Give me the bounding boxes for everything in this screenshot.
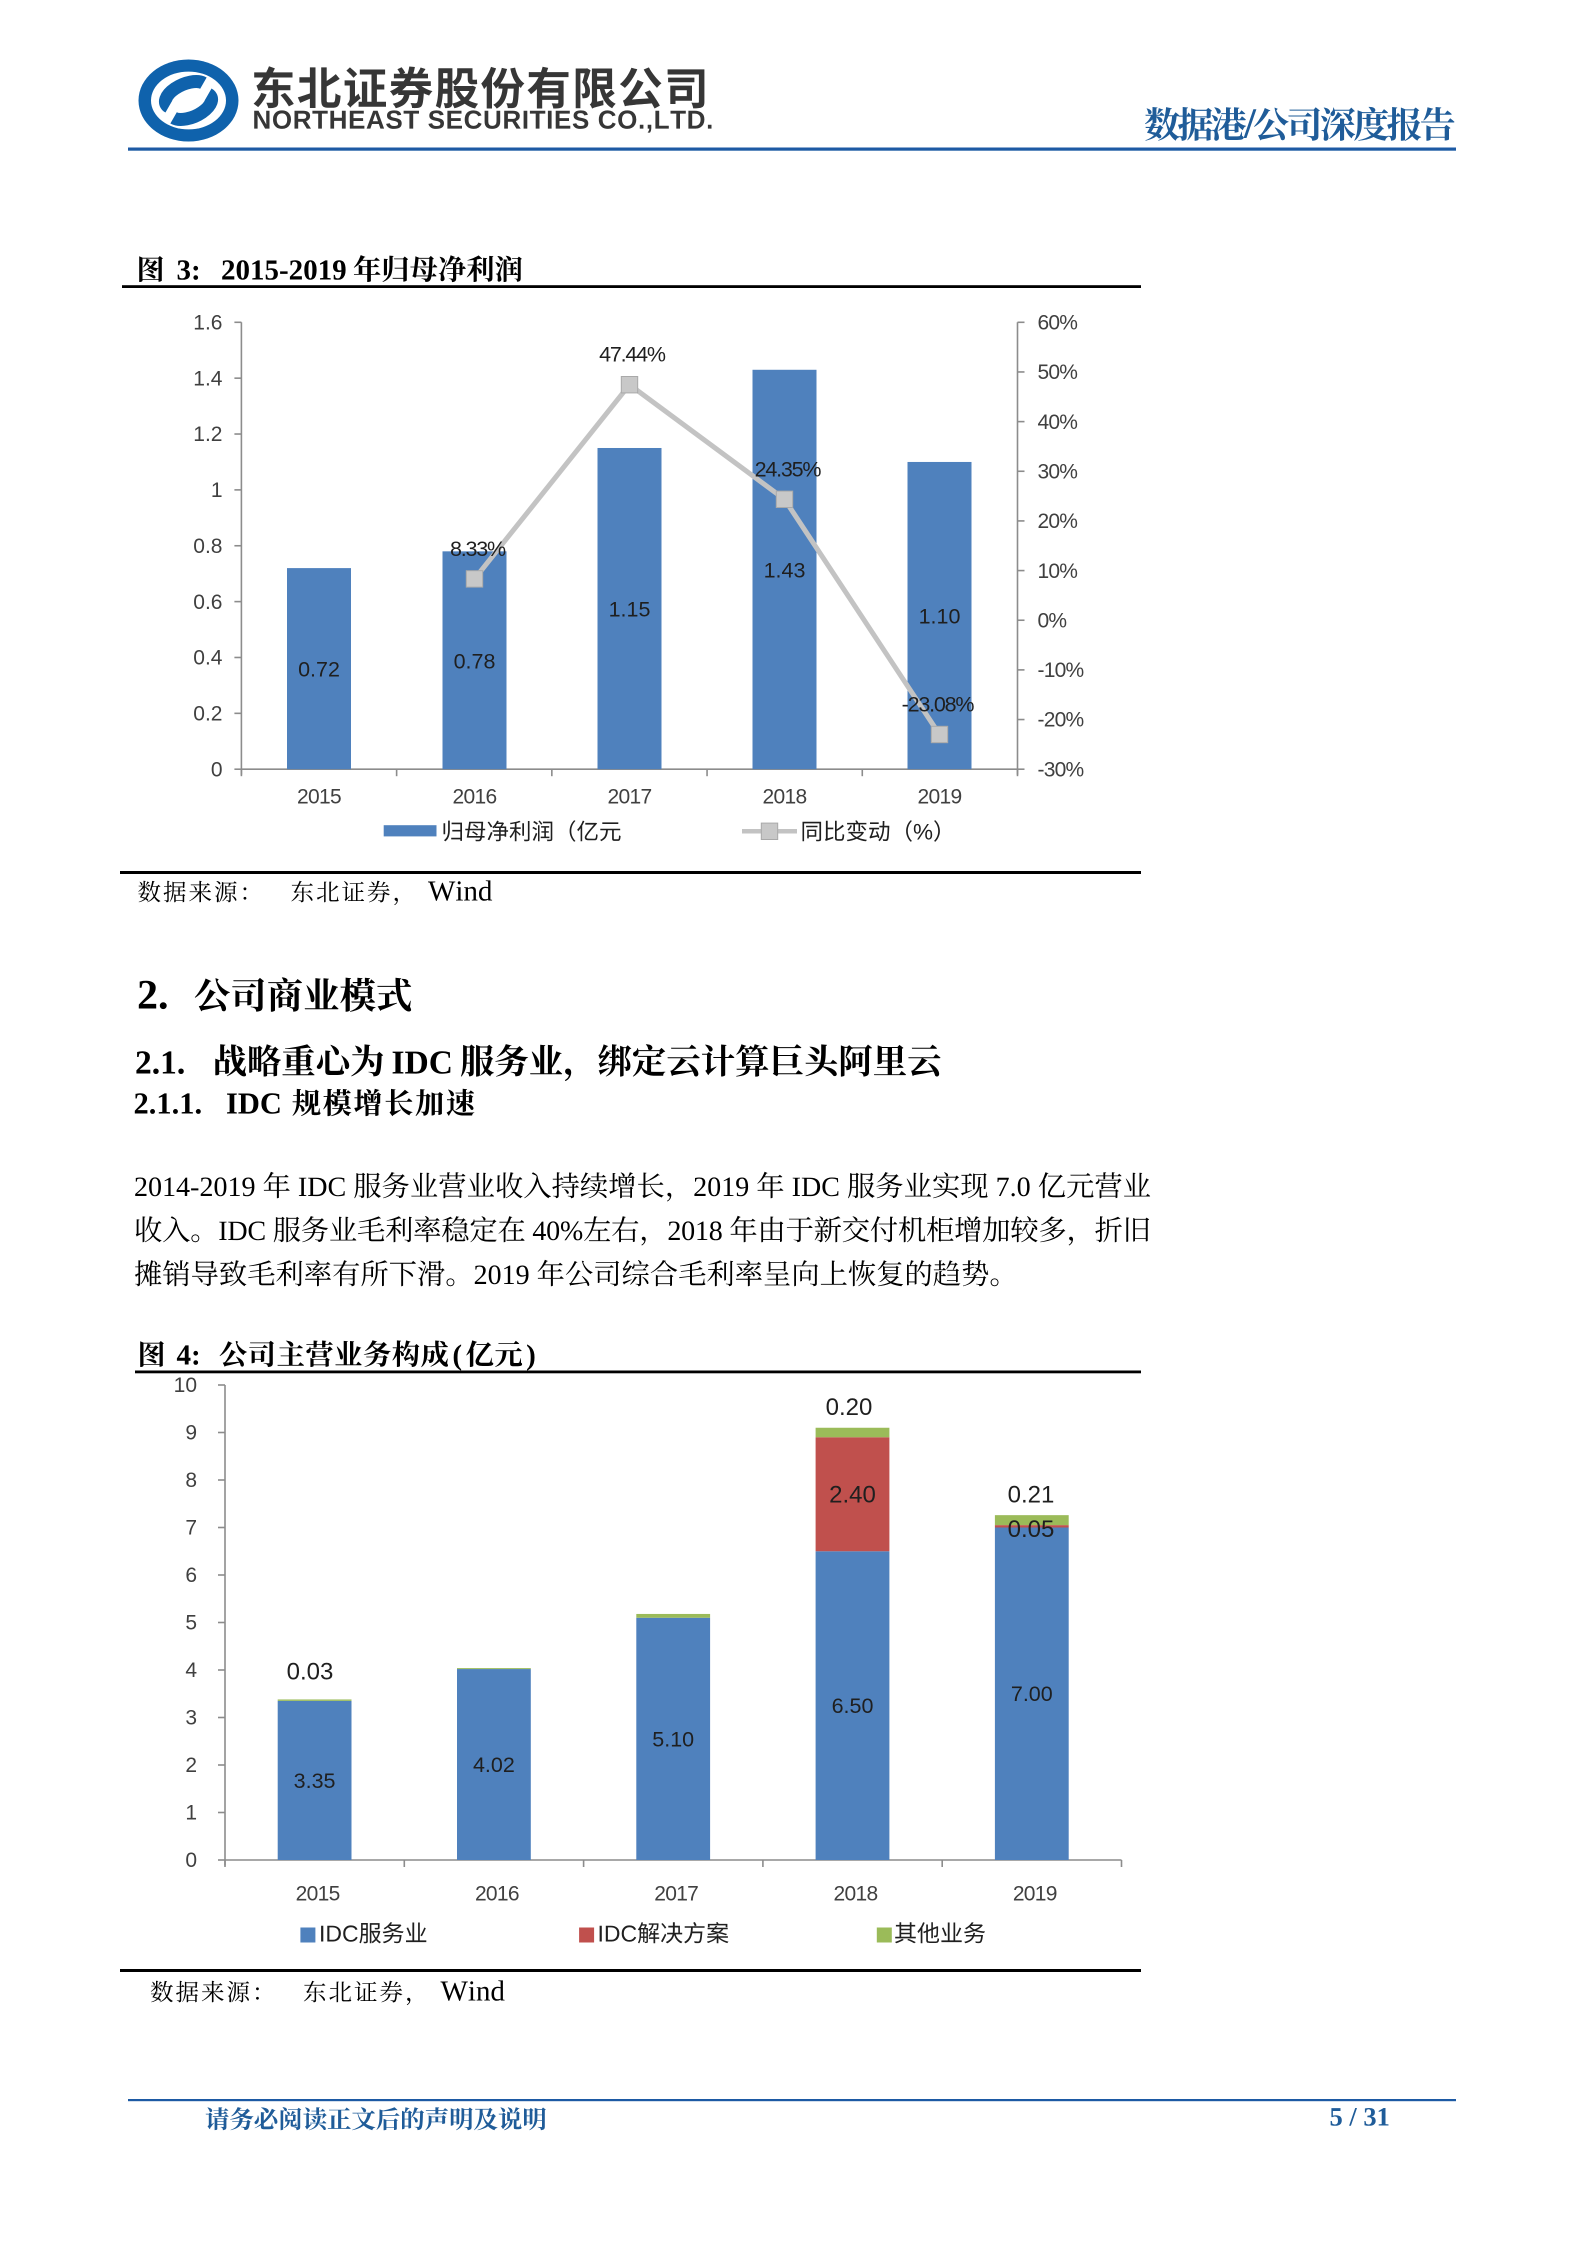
svg-text:-10%: -10% — [1038, 659, 1084, 682]
svg-text:6.50: 6.50 — [832, 1694, 874, 1718]
svg-text:2: 2 — [185, 1754, 197, 1777]
svg-text:4: 4 — [185, 1659, 197, 1682]
svg-text:47.44%: 47.44% — [599, 343, 666, 367]
svg-text:0.03: 0.03 — [287, 1659, 334, 1686]
svg-text:-23.08%: -23.08% — [902, 693, 975, 717]
svg-text:0.6: 0.6 — [193, 591, 222, 614]
svg-text:40%: 40% — [1038, 411, 1078, 434]
svg-text:2015: 2015 — [296, 1883, 340, 1906]
svg-text:4.02: 4.02 — [473, 1753, 515, 1777]
svg-text:24.35%: 24.35% — [755, 457, 822, 481]
svg-text:0.20: 0.20 — [826, 1394, 873, 1421]
svg-text:0.21: 0.21 — [1008, 1481, 1055, 1508]
svg-text:10%: 10% — [1038, 560, 1078, 583]
svg-text:-30%: -30% — [1038, 758, 1084, 781]
svg-text:8: 8 — [185, 1469, 197, 1492]
svg-text:2016: 2016 — [453, 786, 497, 809]
svg-text:30%: 30% — [1038, 461, 1078, 484]
svg-text:5.10: 5.10 — [652, 1727, 694, 1751]
svg-text:50%: 50% — [1038, 361, 1078, 384]
svg-text:5: 5 — [185, 1612, 197, 1635]
svg-text:2019: 2019 — [1013, 1883, 1057, 1906]
svg-text:2019: 2019 — [918, 786, 962, 809]
svg-text:20%: 20% — [1038, 510, 1078, 533]
svg-text:2017: 2017 — [608, 786, 652, 809]
svg-text:-20%: -20% — [1038, 709, 1084, 732]
svg-text:6: 6 — [185, 1564, 197, 1587]
svg-text:2018: 2018 — [834, 1883, 878, 1906]
svg-text:7: 7 — [185, 1517, 197, 1540]
svg-text:0.8: 0.8 — [193, 535, 222, 558]
svg-text:10: 10 — [174, 1374, 197, 1397]
svg-text:9: 9 — [185, 1422, 197, 1445]
svg-text:60%: 60% — [1038, 312, 1078, 335]
svg-text:0%: 0% — [1038, 609, 1067, 632]
svg-text:1: 1 — [185, 1802, 197, 1825]
svg-text:7.00: 7.00 — [1011, 1682, 1053, 1706]
svg-text:1.15: 1.15 — [609, 598, 651, 622]
svg-text:0: 0 — [211, 758, 223, 781]
svg-text:1: 1 — [211, 479, 223, 502]
svg-text:1.10: 1.10 — [919, 605, 961, 629]
svg-text:8.33%: 8.33% — [450, 537, 506, 561]
svg-text:0.78: 0.78 — [454, 649, 496, 673]
svg-text:3: 3 — [185, 1707, 197, 1730]
svg-text:2015: 2015 — [297, 786, 341, 809]
svg-text:2018: 2018 — [763, 786, 807, 809]
svg-text:0: 0 — [185, 1849, 197, 1872]
svg-text:3.35: 3.35 — [294, 1769, 336, 1793]
svg-text:1.6: 1.6 — [193, 312, 222, 335]
svg-text:2017: 2017 — [654, 1883, 698, 1906]
svg-text:1.2: 1.2 — [193, 423, 222, 446]
svg-text:0.05: 0.05 — [1008, 1516, 1055, 1543]
svg-text:0.2: 0.2 — [193, 703, 222, 726]
svg-text:0.4: 0.4 — [193, 647, 223, 670]
svg-text:1.4: 1.4 — [193, 367, 223, 390]
svg-text:0.72: 0.72 — [298, 658, 340, 682]
svg-text:2016: 2016 — [475, 1883, 519, 1906]
svg-text:2.40: 2.40 — [829, 1482, 876, 1509]
svg-text:1.43: 1.43 — [764, 559, 806, 583]
